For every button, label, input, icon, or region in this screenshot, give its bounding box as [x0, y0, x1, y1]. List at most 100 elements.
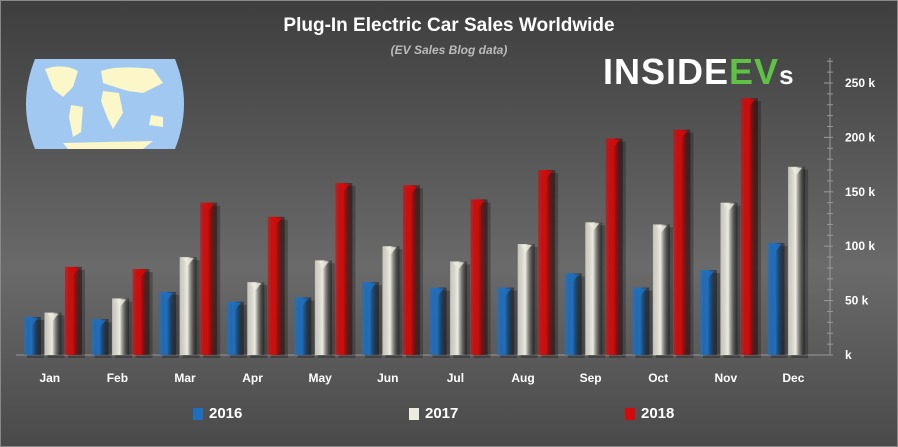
bar-cap [655, 225, 667, 233]
legend-label: 2018 [641, 405, 675, 422]
bar-2017-Oct [652, 224, 670, 355]
bar-2017-Mar [179, 257, 197, 355]
bar-2016-Jan [24, 316, 41, 355]
bar-2016-Feb [91, 319, 109, 355]
y-tick-label: 150 k [845, 185, 875, 199]
bar-cap [135, 270, 147, 278]
legend-label: 2016 [209, 405, 243, 422]
chart-subtitle: (EV Sales Blog data) [390, 43, 508, 57]
bar-2017-Jun [382, 246, 400, 355]
bar-cap [27, 317, 38, 325]
bar-2016-Jul [429, 287, 447, 355]
bar-2017-Sep [585, 222, 603, 355]
bar-2017-Nov [720, 202, 738, 355]
bar-2016-Nov [700, 270, 717, 355]
bar-cap [588, 223, 600, 231]
y-tick-label: 250 k [845, 76, 875, 90]
bar-2018-Aug [538, 170, 556, 355]
bar-2016-Mar [159, 291, 177, 355]
legend-2016: 2016 [193, 405, 242, 422]
bar-cap [770, 243, 782, 251]
x-tick-label: Jan [39, 371, 60, 385]
bar-cap [567, 274, 579, 282]
bar-2017-Feb [112, 298, 130, 355]
bar-2016-Dec [767, 242, 785, 355]
bar-cap [520, 245, 532, 253]
x-tick-label: Oct [648, 371, 668, 385]
bar-2018-Feb [132, 269, 150, 355]
x-tick-label: Dec [782, 371, 804, 385]
bar-cap [703, 271, 714, 279]
legend-swatch-2017 [409, 407, 419, 420]
bar-cap [473, 200, 485, 208]
bar-2017-May [314, 260, 332, 355]
bar-2018-Apr [267, 216, 285, 355]
bar-cap [250, 283, 262, 291]
bar-cap [744, 99, 755, 107]
bar-cap [317, 261, 329, 269]
bar-cap [365, 283, 376, 291]
bar-2018-Jun [403, 185, 420, 355]
bar-cap [385, 247, 397, 255]
legend-2017: 2017 [409, 405, 458, 422]
x-tick-label: Nov [714, 371, 737, 385]
bar-cap [68, 267, 79, 275]
bar-2016-Jun [362, 282, 379, 355]
bar-cap [791, 167, 803, 175]
bar-cap [297, 298, 309, 306]
x-tick-label: Apr [242, 371, 263, 385]
bar-2018-Mar [200, 202, 218, 355]
legend-swatch-2018 [625, 407, 635, 420]
chart-title: Plug-In Electric Car Sales Worldwide [283, 15, 615, 36]
bar-2017-Jan [44, 312, 62, 355]
bar-cap [432, 288, 444, 296]
legend-swatch-2016 [193, 407, 203, 420]
x-tick-label: Feb [107, 371, 128, 385]
bar-cap [47, 313, 59, 321]
bar-2017-Dec [788, 166, 806, 355]
x-tick-label: May [309, 371, 333, 385]
bar-cap [203, 203, 215, 211]
bar-2016-Aug [497, 287, 515, 355]
bar-cap [162, 292, 174, 300]
y-tick-label: 50 k [845, 294, 869, 308]
insideevs-logo: INSIDEEVs [603, 51, 795, 92]
bar-cap [500, 288, 512, 296]
bar-2016-Oct [632, 287, 650, 355]
bar-cap [541, 171, 553, 179]
bar-2017-Aug [517, 244, 535, 355]
legend-label: 2017 [425, 405, 459, 422]
bar-2018-Jul [470, 199, 488, 355]
x-tick-label: Aug [511, 371, 534, 385]
bar-2018-May [335, 183, 353, 355]
x-tick-label: Jul [447, 371, 464, 385]
y-tick-label: 200 k [845, 130, 875, 144]
world-map-icon [26, 59, 184, 149]
bar-2017-Jul [450, 261, 468, 355]
y-tick-label: 100 k [845, 239, 875, 253]
bar-cap [406, 186, 417, 194]
legend-2018: 2018 [625, 405, 674, 422]
x-tick-label: Jun [377, 371, 398, 385]
bar-cap [94, 320, 106, 328]
x-tick-label: Sep [580, 371, 602, 385]
bar-2018-Jan [65, 266, 82, 355]
y-tick-label: k [845, 348, 852, 362]
bar-2016-Apr [226, 301, 244, 355]
bar-2016-Sep [564, 273, 582, 355]
bar-cap [453, 262, 465, 270]
bar-cap [723, 203, 735, 211]
bar-2018-Oct [673, 129, 691, 355]
bar-cap [270, 217, 282, 225]
bar-cap [676, 130, 688, 138]
x-tick-label: Mar [174, 371, 196, 385]
bar-cap [338, 184, 350, 192]
bar-2018-Nov [741, 98, 758, 356]
bar-cap [635, 288, 647, 296]
bar-cap [229, 302, 241, 310]
bar-cap [608, 139, 620, 147]
bar-2018-Sep [605, 138, 623, 355]
bar-2016-May [294, 297, 312, 355]
